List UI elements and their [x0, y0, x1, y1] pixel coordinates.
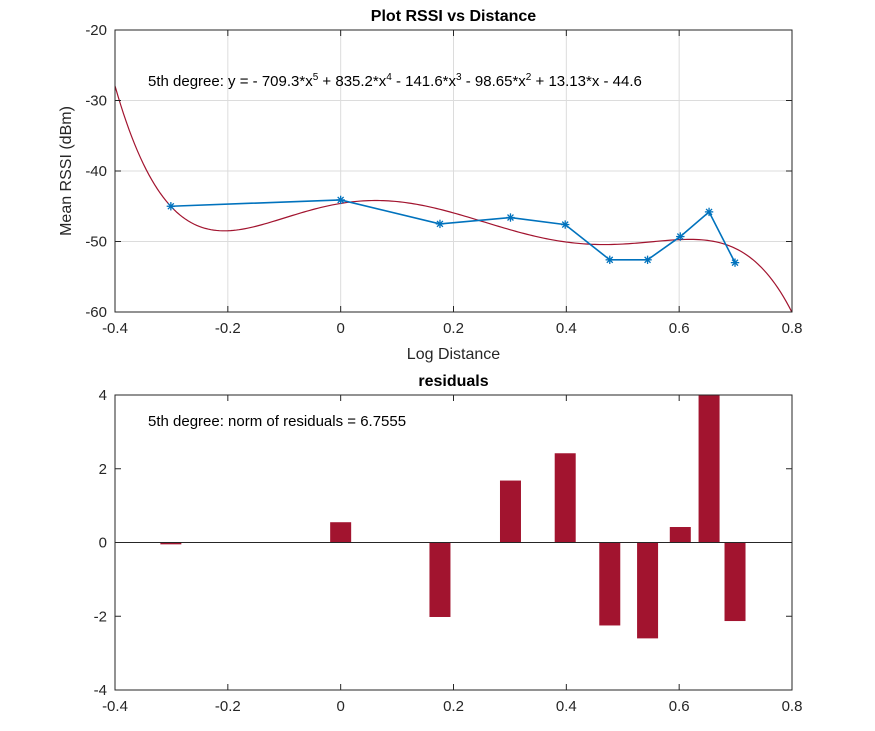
x-tick-label: 0.2	[443, 320, 464, 337]
residuals-plot: -0.4 -0.2 0 0.2 0.4 0.6 0.8 -4 -2 0 2 4 residuals 5…	[94, 373, 803, 715]
residual-bar	[160, 542, 182, 545]
equation-text: - 141.6*x	[392, 73, 457, 90]
fit-curve	[115, 85, 792, 312]
x-tick-label: 0	[336, 320, 344, 337]
data-point-marker	[643, 255, 652, 265]
data-point-marker	[605, 255, 614, 265]
residual-bar	[330, 522, 352, 543]
equation-text: + 13.13*x - 44.6	[531, 73, 642, 90]
data-point-marker	[435, 219, 445, 229]
equation-exponent: 5	[313, 72, 319, 83]
y-tick-label: -50	[85, 234, 107, 251]
y-tick-label: -4	[94, 682, 107, 699]
tick-group: -0.4 -0.2 0 0.2 0.4 0.6 0.8 -60 -50 -40 -30 -20	[85, 22, 802, 337]
rssi-vs-distance-plot: -0.4 -0.2 0 0.2 0.4 0.6 0.8 -60 -50 -40 -30 -20 Plo…	[58, 8, 802, 363]
data-series-line	[170, 199, 736, 264]
x-tick-label: 0.4	[556, 320, 577, 337]
data-series-group	[166, 195, 740, 267]
equation-exponent: 3	[456, 72, 462, 83]
residual-bar	[698, 395, 720, 543]
x-tick-label: -0.2	[215, 320, 241, 337]
residuals-title: residuals	[418, 373, 488, 390]
y-tick-label: 2	[99, 461, 107, 478]
y-tick-label: -60	[85, 304, 107, 321]
data-point-marker	[506, 213, 515, 222]
data-point-marker	[166, 202, 176, 211]
x-tick-label: 0.4	[556, 698, 577, 715]
x-tick-label: -0.4	[102, 320, 128, 337]
equation-exponent: 2	[526, 72, 532, 83]
fit-curve-group	[115, 85, 792, 312]
y-tick-label: -2	[94, 608, 107, 625]
x-tick-label: 0.6	[669, 320, 690, 337]
x-tick-label: 0.8	[782, 698, 803, 715]
data-point-marker	[336, 195, 345, 205]
residual-bar	[499, 480, 521, 543]
residual-bar	[429, 542, 451, 617]
y-axis-label: Mean RSSI (dBm)	[58, 106, 75, 236]
data-point-marker	[676, 232, 685, 241]
data-point-marker	[704, 207, 714, 217]
y-tick-label: 0	[99, 535, 107, 552]
equation-text: + 835.2*x	[318, 73, 386, 90]
y-axis-label-text: Mean RSSI (dBm)	[58, 106, 75, 236]
x-tick-label: -0.4	[102, 698, 128, 715]
grid	[115, 30, 792, 312]
x-tick-label: 0.6	[669, 698, 690, 715]
y-tick-label: 4	[99, 387, 107, 404]
fit-equation-annotation: 5th degree: y = - 709.3*x5 + 835.2*x4 - …	[148, 72, 642, 90]
residual-bar	[637, 542, 659, 639]
x-tick-label: 0.2	[443, 698, 464, 715]
residual-bar	[669, 527, 691, 543]
residual-bar	[554, 453, 576, 543]
residual-bars-group	[160, 395, 746, 639]
x-axis-label: Log Distance	[407, 346, 500, 363]
data-point-marker	[561, 220, 570, 229]
data-point-marker	[730, 258, 740, 267]
residual-bar	[724, 542, 746, 622]
y-tick-label: -40	[85, 163, 107, 180]
tick-group: -0.4 -0.2 0 0.2 0.4 0.6 0.8 -4 -2 0 2 4	[94, 387, 803, 715]
equation-text: - 98.65*x	[462, 73, 527, 90]
x-tick-label: -0.2	[215, 698, 241, 715]
y-tick-label: -20	[85, 22, 107, 39]
norm-of-residuals-annotation: 5th degree: norm of residuals = 6.7555	[148, 413, 406, 430]
y-tick-label: -30	[85, 93, 107, 110]
x-tick-label: 0	[336, 698, 344, 715]
residual-bar	[599, 542, 621, 626]
chart-title: Plot RSSI vs Distance	[371, 8, 536, 25]
x-tick-label: 0.8	[782, 320, 803, 337]
equation-exponent: 4	[386, 72, 392, 83]
equation-text: 5th degree: y = - 709.3*x	[148, 73, 313, 90]
